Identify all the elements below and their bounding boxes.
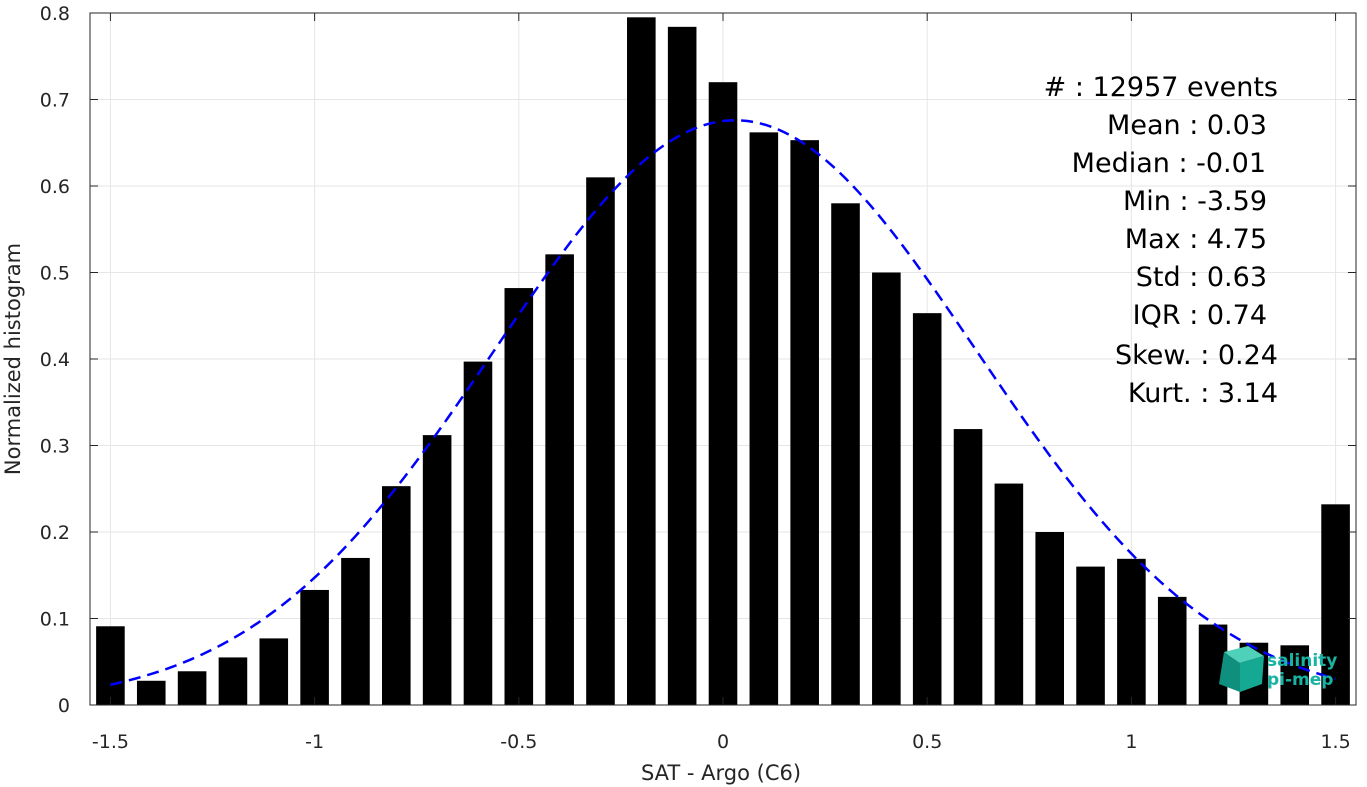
x-axis-label: SAT - Argo (C6) <box>641 761 801 785</box>
histogram-bar <box>300 589 329 705</box>
cube-icon <box>1219 646 1264 692</box>
x-tick-label: 1 <box>1125 731 1137 753</box>
stat-iqr: IQR : 0.74 <box>1133 300 1267 331</box>
x-tick-label: 1.5 <box>1320 731 1350 753</box>
histogram-bar <box>259 638 289 705</box>
y-tick-labels: 0 0.1 0.2 0.3 0.4 0.5 0.6 0.7 0.8 <box>40 3 70 717</box>
y-tick-label: 0.1 <box>40 609 70 631</box>
x-tick-label: 0.5 <box>912 731 942 753</box>
histogram-bar <box>1157 596 1187 705</box>
stat-min: Min : -3.59 <box>1123 186 1267 217</box>
histogram-bar <box>341 557 370 705</box>
bars <box>96 17 1350 706</box>
histogram-bar <box>177 671 207 705</box>
x-tick-label: 0 <box>717 731 729 753</box>
histogram-bar <box>381 486 411 705</box>
histogram-bar <box>586 177 615 706</box>
salinity-pimep-logo: salinity pi-mep <box>1219 646 1337 692</box>
y-tick-label: 0.7 <box>40 90 70 112</box>
y-axis-label: Normalized histogram <box>1 243 25 475</box>
histogram-bar <box>136 680 166 705</box>
histogram-bar <box>749 132 779 705</box>
stat-skew: Skew. : 0.24 <box>1115 340 1278 371</box>
histogram-bar <box>708 82 738 705</box>
y-tick-label: 0.8 <box>40 3 70 25</box>
histogram-bar <box>872 272 901 705</box>
histogram-bar <box>1076 566 1105 705</box>
histogram-bar <box>422 435 452 705</box>
y-tick-label: 0.6 <box>40 176 70 198</box>
axis-ticks <box>90 12 1356 706</box>
logo-line1: salinity <box>1267 651 1337 671</box>
y-tick-label: 0.2 <box>40 522 70 544</box>
statistics-box: # : 12957 events Mean : 0.03 Median : -0… <box>1044 72 1278 409</box>
stat-events: # : 12957 events <box>1044 72 1278 103</box>
x-tick-label: -1.5 <box>92 731 129 753</box>
y-tick-label: 0.4 <box>40 349 70 371</box>
stat-std: Std : 0.63 <box>1136 262 1267 293</box>
histogram-bar <box>627 17 656 705</box>
stat-kurt: Kurt. : 3.14 <box>1128 378 1278 409</box>
histogram-bar <box>218 657 248 705</box>
histogram-bar <box>1280 645 1310 705</box>
histogram-bar <box>1035 532 1065 705</box>
histogram-bar <box>1321 504 1350 705</box>
x-tick-labels: -1.5 -1 -0.5 0 0.5 1 1.5 <box>92 731 1351 753</box>
histogram-bar <box>504 288 534 705</box>
x-tick-label: -0.5 <box>500 731 537 753</box>
histogram-bar <box>994 483 1024 705</box>
histogram-bar <box>831 203 860 706</box>
stat-mean: Mean : 0.03 <box>1107 110 1267 141</box>
gaussian-fit-curve <box>110 119 1336 686</box>
x-tick-label: -1 <box>305 731 324 753</box>
histogram-bar <box>1117 558 1146 705</box>
histogram-bar <box>96 626 125 705</box>
y-tick-label: 0 <box>58 695 70 717</box>
logo-line2: pi-mep <box>1267 670 1333 690</box>
histogram-bar <box>463 361 493 705</box>
histogram-bar <box>790 140 819 705</box>
stat-median: Median : -0.01 <box>1072 148 1266 179</box>
y-tick-label: 0.5 <box>40 263 70 285</box>
histogram-bar <box>545 254 574 705</box>
histogram-bar <box>912 313 942 705</box>
stat-max: Max : 4.75 <box>1125 224 1267 255</box>
y-tick-label: 0.3 <box>40 436 70 458</box>
histogram-bar <box>953 429 983 705</box>
